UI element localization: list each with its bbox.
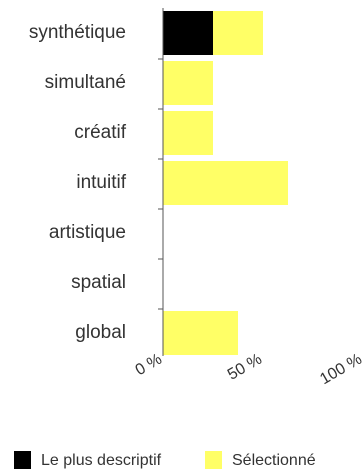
category-label: simultané xyxy=(45,72,126,93)
category-labels: synthétique simultané créatif intuitif artis… xyxy=(29,22,127,343)
legend: Le plus descriptif Sélectionné xyxy=(14,451,316,469)
x-tick-label: 100 % xyxy=(317,351,364,388)
x-tick-label: 50 % xyxy=(225,351,265,384)
legend-label-selectionne: Sélectionné xyxy=(232,452,316,469)
y-ticks xyxy=(158,58,163,310)
bar-simultané-selectionne xyxy=(163,61,213,105)
legend-swatch-selectionne xyxy=(205,451,222,469)
bars-layer xyxy=(163,11,288,355)
bar-intuitif-selectionne xyxy=(163,161,288,205)
category-label: global xyxy=(75,322,126,343)
bar-global-selectionne xyxy=(163,311,238,355)
x-tick-label: 0 % xyxy=(133,351,165,380)
category-label: artistique xyxy=(49,222,126,243)
bar-créatif-selectionne xyxy=(163,111,213,155)
bar-synthétique-selectionne xyxy=(213,11,263,55)
x-tick-labels: 0 % 50 % 100 % xyxy=(133,351,364,388)
bar-synthétique-descriptif xyxy=(163,11,213,55)
legend-swatch-descriptif xyxy=(14,451,31,469)
legend-label-descriptif: Le plus descriptif xyxy=(41,452,162,469)
category-label: synthétique xyxy=(29,22,126,43)
category-label: créatif xyxy=(74,122,126,143)
category-label: spatial xyxy=(71,272,126,293)
category-label: intuitif xyxy=(76,172,126,193)
